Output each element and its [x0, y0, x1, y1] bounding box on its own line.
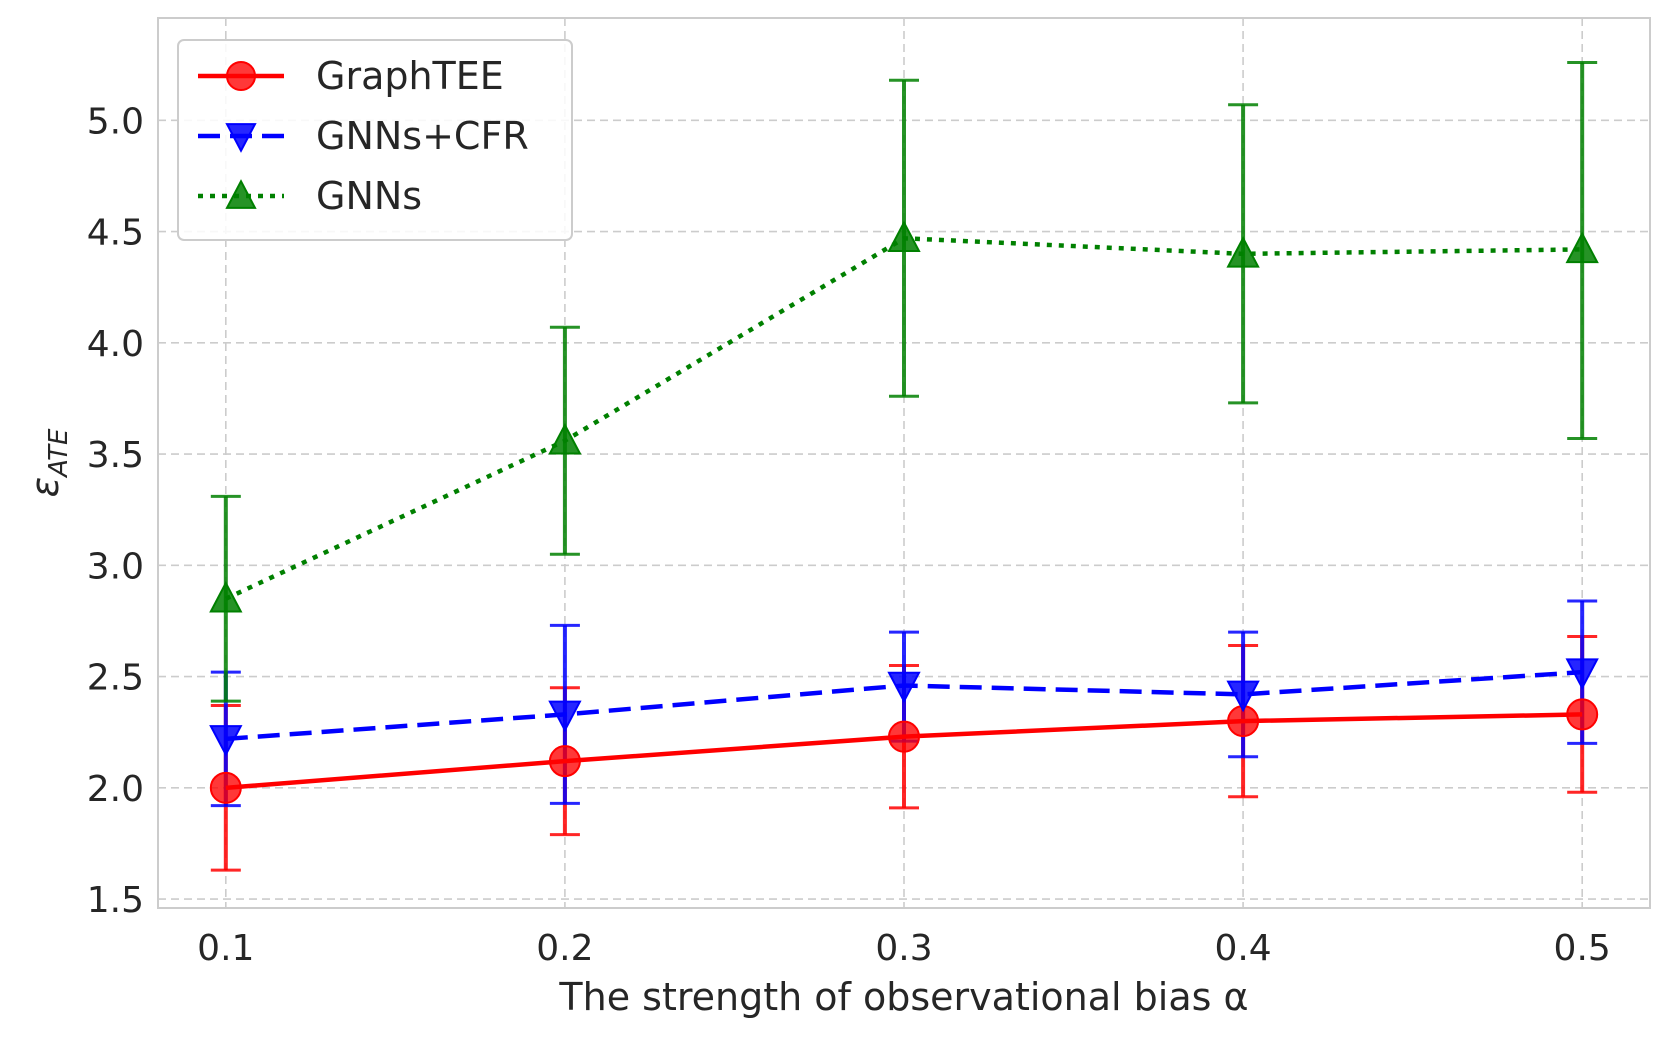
y-axis-label-main: ε — [23, 477, 67, 498]
data-point-gnns — [548, 422, 582, 455]
data-point-gnns — [1226, 235, 1260, 268]
legend: GraphTEE GNNs+CFR GNNs — [177, 39, 573, 241]
data-point-gnns — [209, 580, 243, 613]
y-tick-label: 4.0 — [87, 324, 144, 365]
legend-marker-graphtee — [226, 61, 256, 91]
legend-label-gnns: GNNs — [316, 174, 422, 218]
y-tick-label: 5.0 — [87, 101, 144, 142]
x-tick-label: 0.2 — [536, 928, 593, 969]
y-tick-labels: 1.5 2.0 2.5 3.0 3.5 4.0 4.5 5.0 — [87, 101, 144, 921]
data-point-gnns — [1565, 231, 1599, 264]
y-tick-label: 1.5 — [87, 880, 144, 921]
data-point-graphtee — [888, 720, 920, 753]
y-axis-label-text: εATE — [23, 428, 74, 497]
data-point-graphtee — [548, 745, 581, 778]
y-tick-label: 3.5 — [87, 435, 144, 476]
y-axis-label: εATE — [23, 428, 74, 497]
data-point-graphtee — [209, 771, 242, 804]
data-point-gnns-cfr — [209, 725, 243, 757]
legend-marker-gnns — [225, 179, 257, 209]
data-point-gnns-cfr — [548, 700, 582, 733]
data-point-gnns-cfr — [887, 671, 921, 704]
legend-marker-gnns-cfr — [225, 123, 257, 153]
x-tick-label: 0.4 — [1214, 928, 1271, 969]
data-point-gnns-cfr — [1565, 658, 1599, 691]
data-point-graphtee — [1566, 698, 1599, 731]
x-axis-label: The strength of observational bias α — [558, 975, 1248, 1019]
legend-label-graphtee: GraphTEE — [316, 54, 504, 98]
legend-box — [177, 39, 573, 241]
x-tick-label: 0.3 — [875, 928, 932, 969]
x-tick-labels: 0.1 0.2 0.3 0.4 0.5 — [197, 928, 1611, 969]
plot-frame — [157, 17, 1651, 909]
y-tick-label: 3.0 — [87, 546, 144, 587]
x-tick-label: 0.1 — [197, 928, 254, 969]
data-point-gnns-cfr — [1226, 680, 1260, 713]
series-markers — [209, 220, 1599, 804]
y-tick-label: 4.5 — [87, 213, 144, 254]
y-tick-label: 2.0 — [87, 769, 144, 810]
legend-label-gnns-cfr: GNNs+CFR — [316, 114, 529, 158]
y-tick-label: 2.5 — [87, 658, 144, 699]
data-point-gnns — [887, 220, 921, 253]
x-tick-label: 0.5 — [1554, 928, 1611, 969]
y-axis-label-sub: ATE — [44, 428, 74, 479]
